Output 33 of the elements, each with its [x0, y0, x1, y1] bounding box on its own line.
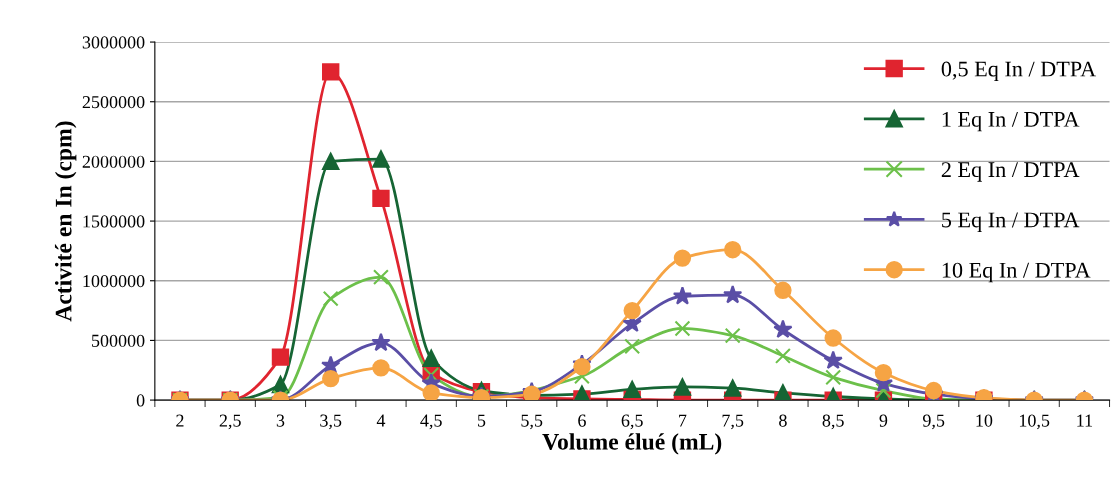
x-tick-label: 9,5: [922, 414, 945, 430]
x-tick-label: 5: [477, 414, 486, 427]
x-tick-label: 4: [376, 414, 386, 427]
x-tick-label: 8: [779, 414, 787, 427]
legend-label: 5 Eq In / DTPA: [942, 212, 1080, 232]
x-axis-title: Volume élué (mL): [542, 433, 722, 455]
x-tick-label: 4,5: [420, 414, 442, 430]
x-tick-label: 3: [276, 414, 285, 427]
x-tick-label: 8,5: [822, 414, 844, 430]
y-tick-label: 1000000: [83, 275, 145, 288]
y-axis-title: Activité en In (cpm): [54, 121, 77, 322]
legend-label: 1 Eq In / DTPA: [942, 111, 1080, 132]
x-tick-label: 2,5: [219, 414, 241, 430]
x-tick-label: 11: [1077, 414, 1093, 427]
x-tick-label: 10,5: [1019, 414, 1050, 430]
x-tick-label: 6,5: [621, 414, 643, 430]
x-tick-label: 9: [879, 414, 888, 427]
x-tick-label: 5,5: [521, 414, 543, 430]
y-tick-label: 0: [136, 394, 145, 407]
legend-label: 2 Eq In / DTPA: [941, 162, 1080, 182]
x-tick-label: 6: [578, 414, 586, 427]
legend-label: 10 Eq In / DTPA: [942, 262, 1091, 283]
legend-label: 0,5 Eq In / DTPA: [941, 61, 1097, 82]
y-tick-label: 2000000: [82, 155, 145, 168]
x-tick-label: 7,5: [722, 414, 744, 430]
x-tick-label: 10: [976, 414, 993, 427]
y-tick-label: 3000000: [82, 36, 145, 49]
x-tick-label: 3,5: [320, 414, 342, 430]
x-tick-label: 2: [176, 414, 184, 427]
y-tick-label: 500000: [92, 334, 145, 347]
y-tick-label: 2500000: [82, 95, 145, 109]
x-tick-label: 7: [679, 414, 687, 427]
y-tick-label: 1500000: [83, 215, 145, 228]
